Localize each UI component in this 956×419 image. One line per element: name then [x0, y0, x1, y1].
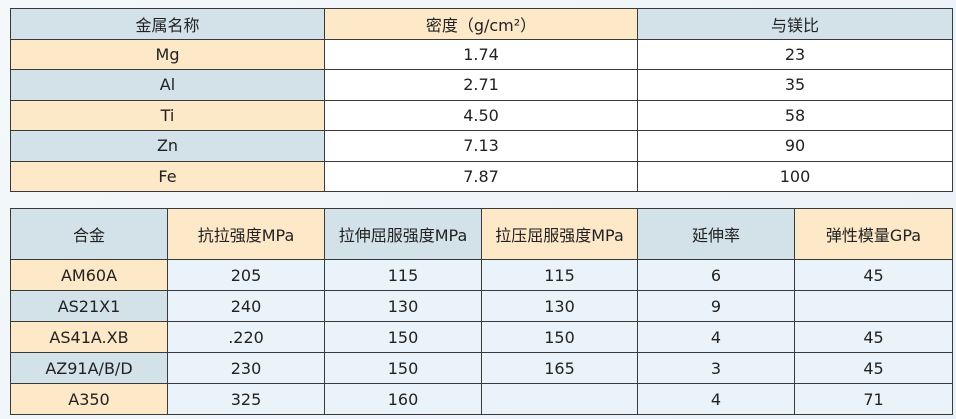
table-cell: 45	[794, 259, 953, 291]
table-cell: 130	[481, 290, 638, 322]
column-header: 拉伸屈服强度MPa	[324, 208, 482, 260]
table-cell: 150	[481, 321, 638, 353]
density-table: 金属名称 密度（g/cm²） 与镁比 Mg 1.74 23 Al 2.71 35 Ti 4.5…	[10, 8, 953, 192]
table-cell: 7.13	[324, 130, 638, 162]
metal-name-cell: Fe	[10, 160, 325, 192]
table-cell: 230	[167, 352, 325, 384]
table-cell	[794, 290, 953, 322]
table-row: A350 325 160 4 71	[10, 383, 953, 415]
table-cell: 3	[637, 352, 795, 384]
table-cell: 165	[481, 352, 638, 384]
table-cell: 150	[324, 352, 482, 384]
table-cell: 23	[637, 38, 953, 70]
table-cell: 45	[794, 352, 953, 384]
table-row: Zn 7.13 90	[10, 130, 953, 162]
table-cell: 4	[637, 383, 795, 415]
table-cell: 115	[324, 259, 482, 291]
table-cell: 6	[637, 259, 795, 291]
table-cell: 90	[637, 130, 953, 162]
header-row: 合金 抗拉强度MPa 拉伸屈服强度MPa 拉压屈服强度MPa 延伸率 弹性模量GPa	[10, 208, 953, 260]
table-row: AS41A.XB .220 150 150 4 45	[10, 321, 953, 353]
table-cell: 130	[324, 290, 482, 322]
column-header: 弹性模量GPa	[794, 208, 953, 260]
column-header: 抗拉强度MPa	[167, 208, 325, 260]
table-cell: 35	[637, 69, 953, 101]
table-cell: 205	[167, 259, 325, 291]
table-cell: 2.71	[324, 69, 638, 101]
column-header: 金属名称	[10, 8, 325, 40]
table-cell: 115	[481, 259, 638, 291]
table-cell: 4.50	[324, 99, 638, 131]
column-header: 与镁比	[637, 8, 953, 40]
table-row: AZ91A/B/D 230 150 165 3 45	[10, 352, 953, 384]
table-cell: 45	[794, 321, 953, 353]
table-row: Fe 7.87 100	[10, 160, 953, 192]
table-cell: 150	[324, 321, 482, 353]
table-cell: 1.74	[324, 38, 638, 70]
metal-name-cell: Ti	[10, 99, 325, 131]
table-cell: 9	[637, 290, 795, 322]
alloy-name-cell: AZ91A/B/D	[10, 352, 168, 384]
table-cell	[481, 383, 638, 415]
column-header: 密度（g/cm²）	[324, 8, 638, 40]
column-header: 延伸率	[637, 208, 795, 260]
table-cell: 160	[324, 383, 482, 415]
header-row: 金属名称 密度（g/cm²） 与镁比	[10, 8, 953, 40]
table-cell: .220	[167, 321, 325, 353]
metal-name-cell: Al	[10, 69, 325, 101]
table-row: Al 2.71 35	[10, 69, 953, 101]
alloy-name-cell: A350	[10, 383, 168, 415]
table-row: Ti 4.50 58	[10, 99, 953, 131]
table-cell: 325	[167, 383, 325, 415]
table-row: Mg 1.74 23	[10, 38, 953, 70]
table-row: AS21X1 240 130 130 9	[10, 290, 953, 322]
alloy-properties-table: 合金 抗拉强度MPa 拉伸屈服强度MPa 拉压屈服强度MPa 延伸率 弹性模量GPa AM…	[10, 208, 953, 415]
table-cell: 4	[637, 321, 795, 353]
alloy-name-cell: AS21X1	[10, 290, 168, 322]
column-header: 合金	[10, 208, 168, 260]
table-cell: 71	[794, 383, 953, 415]
table-cell: 58	[637, 99, 953, 131]
table-cell: 100	[637, 160, 953, 192]
metal-name-cell: Mg	[10, 38, 325, 70]
alloy-name-cell: AS41A.XB	[10, 321, 168, 353]
table-row: AM60A 205 115 115 6 45	[10, 259, 953, 291]
table-cell: 7.87	[324, 160, 638, 192]
alloy-name-cell: AM60A	[10, 259, 168, 291]
table-cell: 240	[167, 290, 325, 322]
column-header: 拉压屈服强度MPa	[481, 208, 638, 260]
metal-name-cell: Zn	[10, 130, 325, 162]
